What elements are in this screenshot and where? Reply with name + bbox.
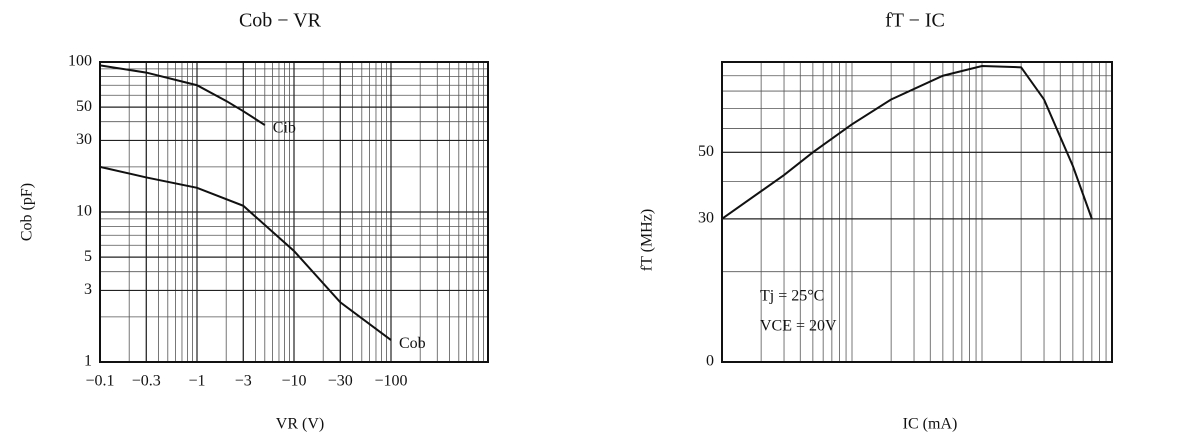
curve [99, 64, 266, 126]
curve-label: Cib [273, 120, 296, 137]
x-tick-label: −100 [374, 373, 407, 390]
y-tick-label: 5 [84, 248, 92, 265]
plot-frame [99, 61, 489, 363]
y-axis-label: Cob (pF) [19, 183, 36, 241]
chart-title: fT − IC [885, 10, 945, 32]
x-tick-label: −30 [328, 373, 353, 390]
y-tick-label: 50 [698, 143, 714, 160]
y-tick-label: 3 [84, 281, 92, 298]
y-tick-label: 30 [76, 131, 92, 148]
y-tick-label: 30 [698, 210, 714, 227]
y-tick-label: 1 [84, 353, 92, 370]
plot-frame [721, 61, 1113, 363]
curve [99, 165, 392, 341]
x-tick-label: −3 [235, 373, 252, 390]
x-tick-label: −10 [281, 373, 306, 390]
curve [721, 64, 1093, 220]
x-tick-label: −0.3 [132, 373, 161, 390]
x-axis-label: VR (V) [276, 416, 324, 433]
y-axis-label: fT (MHz) [639, 209, 656, 271]
annotation: Tj = 25°C [760, 288, 824, 305]
annotation: VCE = 20V [760, 318, 837, 335]
curve-label: Cob [399, 335, 426, 352]
y-tick-label: 10 [76, 203, 92, 220]
y-tick-label: 0 [706, 353, 714, 370]
x-tick-label: −0.1 [85, 373, 114, 390]
y-tick-label: 50 [76, 98, 92, 115]
chart-title: Cob − VR [239, 10, 322, 32]
y-tick-label: 100 [68, 53, 92, 70]
x-axis-label: IC (mA) [903, 416, 958, 433]
x-tick-label: −1 [188, 373, 205, 390]
